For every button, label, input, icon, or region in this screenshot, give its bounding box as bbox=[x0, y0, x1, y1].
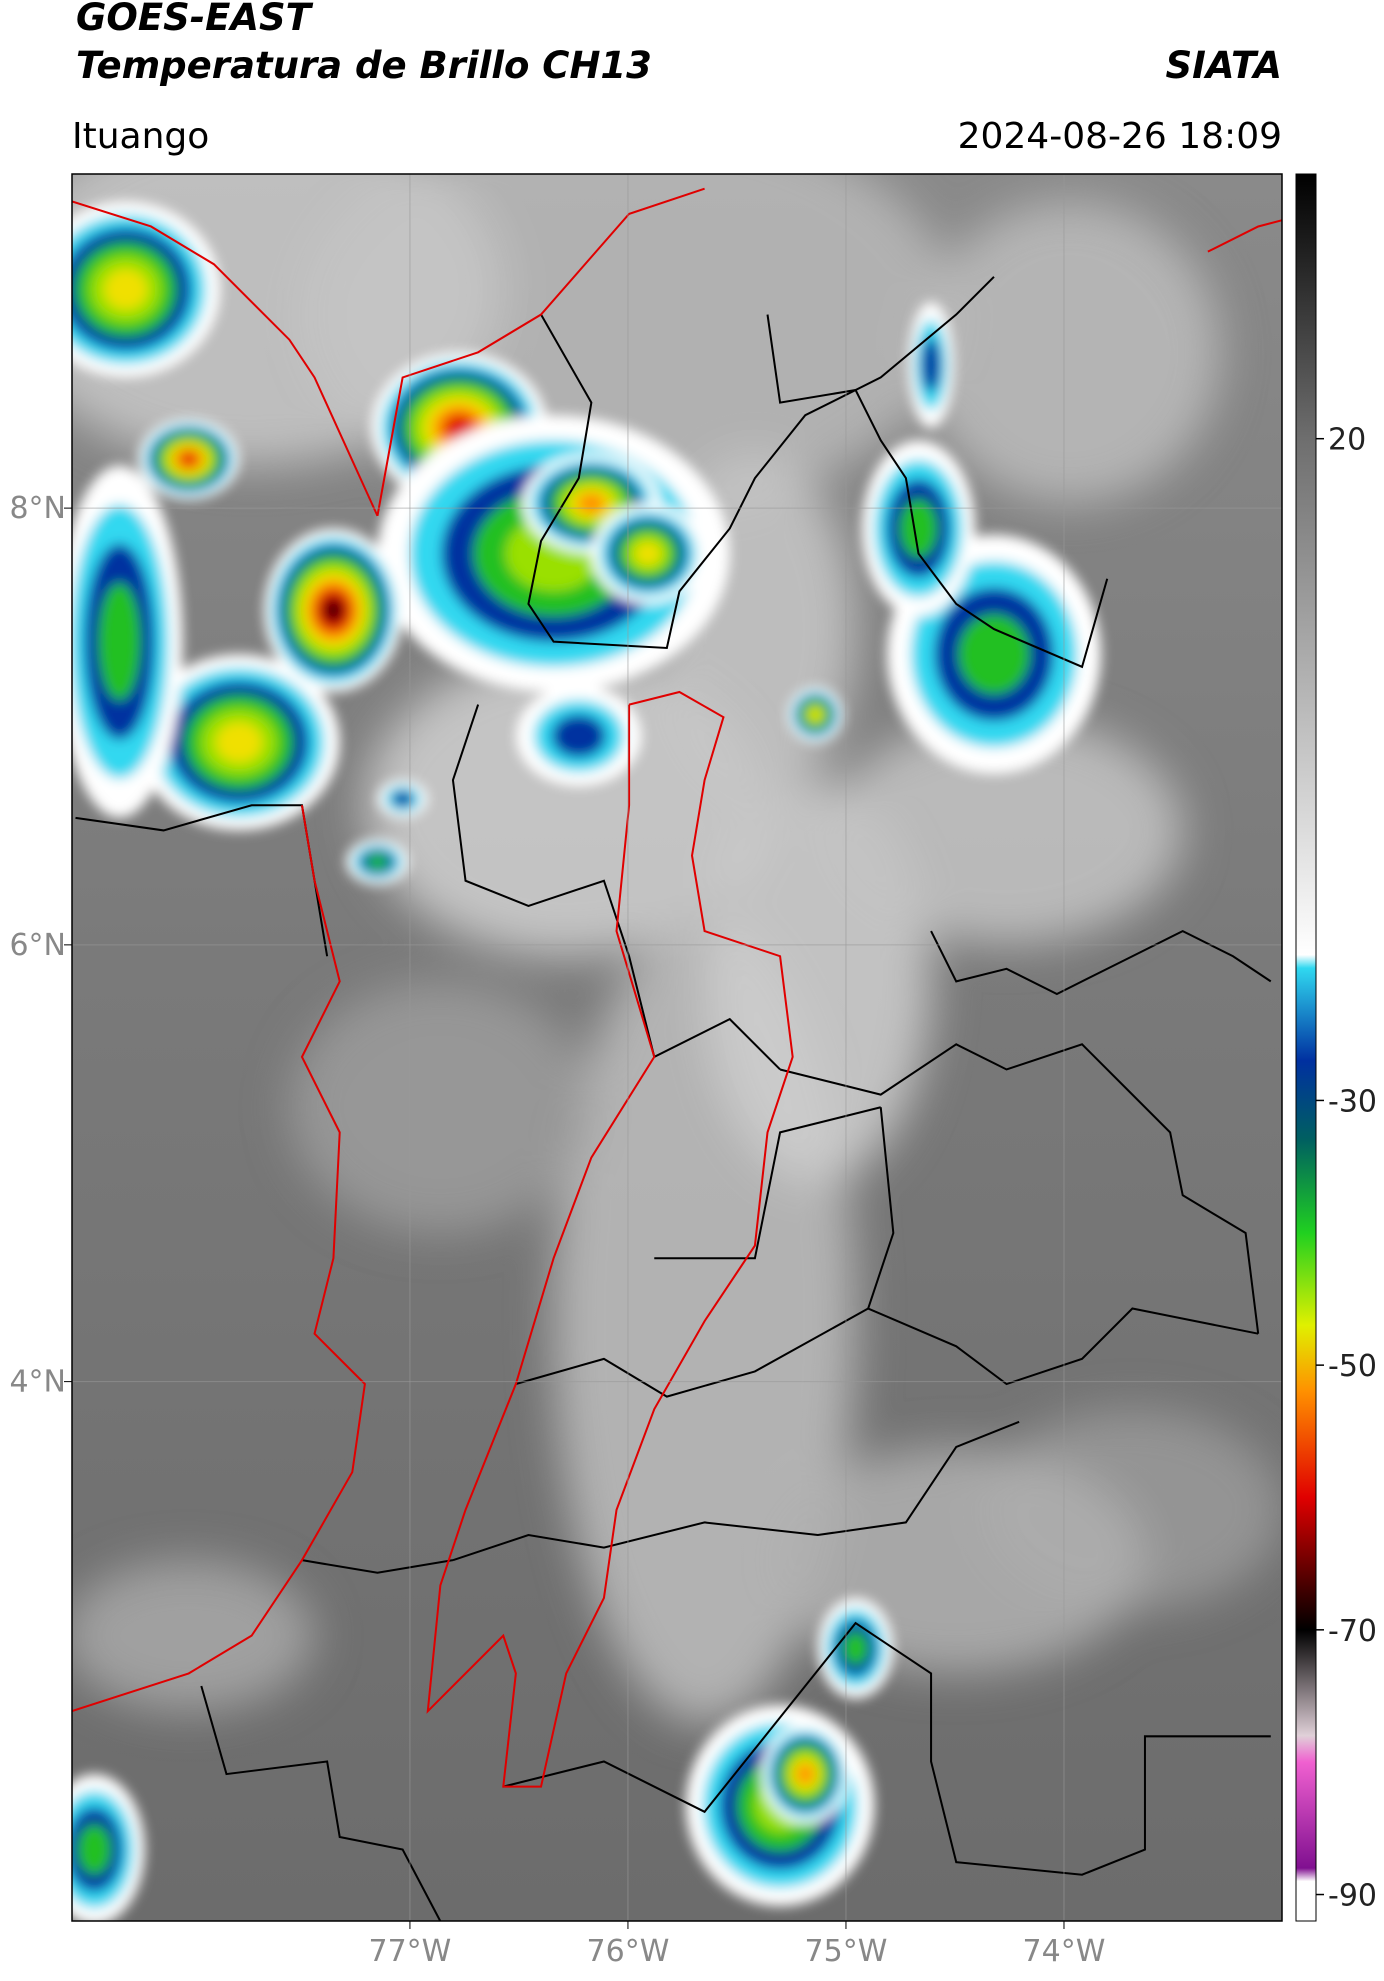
datetime: 2024-08-26 18:09 bbox=[958, 116, 1282, 157]
title: GOES-EAST bbox=[76, 0, 314, 39]
x-tick-label: 76°W bbox=[587, 1934, 670, 1969]
colorbar-tick-label: -50 bbox=[1328, 1349, 1377, 1384]
y-tick-label: 6°N bbox=[9, 928, 66, 963]
y-tick-label: 4°N bbox=[9, 1365, 66, 1400]
x-tick-label: 75°W bbox=[805, 1934, 888, 1969]
subtitle: Temperatura de Brillo CH13 bbox=[76, 44, 652, 87]
colorbar-tick-label: -90 bbox=[1328, 1879, 1377, 1914]
colorbar-tick-label: 20 bbox=[1328, 423, 1366, 458]
satellite-image bbox=[72, 174, 1282, 1921]
brand: SIATA bbox=[1165, 44, 1282, 87]
map-frame bbox=[71, 173, 1283, 1922]
colorbar bbox=[1295, 173, 1317, 1922]
x-tick-label: 74°W bbox=[1023, 1934, 1106, 1969]
y-tick-label: 8°N bbox=[9, 491, 66, 526]
location: Ituango bbox=[72, 116, 209, 157]
colorbar-tick-label: -30 bbox=[1328, 1084, 1377, 1119]
x-tick-label: 77°W bbox=[369, 1934, 452, 1969]
colorbar-tick-label: -70 bbox=[1328, 1614, 1377, 1649]
